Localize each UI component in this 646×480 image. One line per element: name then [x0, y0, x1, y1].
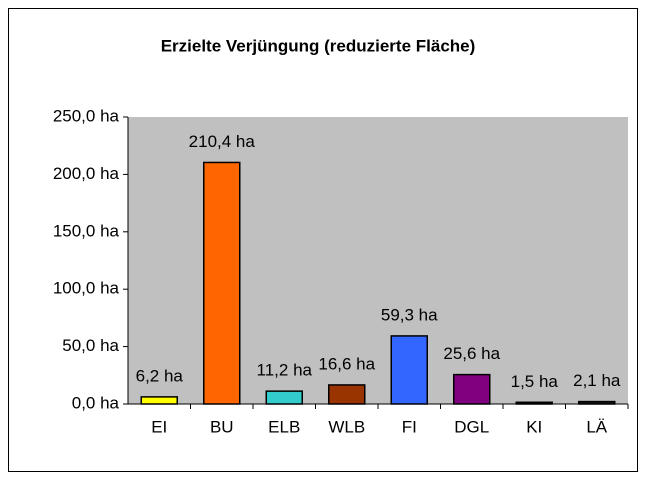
bar [390, 335, 428, 405]
x-tick-label: BU [210, 417, 234, 436]
bar [453, 373, 491, 405]
y-tick-label: 100,0 ha [53, 279, 120, 298]
y-tick-label: 200,0 ha [53, 164, 120, 183]
y-tick-label: 250,0 ha [53, 106, 120, 125]
y-tick-label: 150,0 ha [53, 221, 120, 240]
bar [265, 390, 303, 405]
value-label: 11,2 ha [257, 361, 313, 380]
x-tick-label: EI [151, 417, 167, 436]
value-label: 6,2 ha [136, 366, 184, 385]
bar [515, 401, 553, 405]
value-label: 1,5 ha [511, 372, 559, 391]
bar [578, 400, 616, 405]
x-tick-label: KI [526, 417, 542, 436]
bar [140, 396, 178, 405]
bar [328, 384, 366, 405]
value-label: 59,3 ha [381, 305, 438, 324]
y-tick-label: 50,0 ha [62, 336, 119, 355]
x-tick-label: WLB [328, 417, 365, 436]
x-tick-label: ELB [268, 417, 300, 436]
chart-title: Erzielte Verjüngung (reduzierte Fläche) [161, 36, 476, 55]
value-label: 25,6 ha [443, 344, 500, 363]
x-tick-label: LÄ [586, 417, 607, 436]
value-label: 210,4 ha [189, 132, 256, 151]
value-label: 2,1 ha [573, 371, 621, 390]
bar [203, 161, 241, 405]
x-tick-label: DGL [454, 417, 489, 436]
y-tick-label: 0,0 ha [72, 393, 120, 412]
x-tick-label: FI [402, 417, 417, 436]
value-label: 16,6 ha [318, 354, 375, 373]
